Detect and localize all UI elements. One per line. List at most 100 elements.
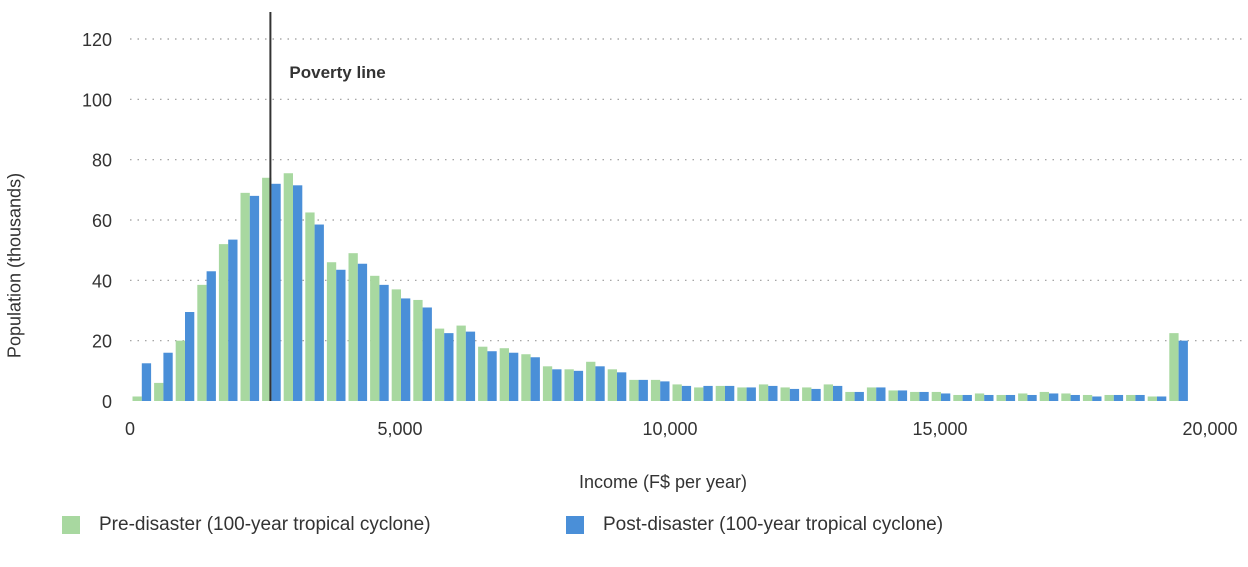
- bar-post-disaster: [185, 312, 195, 401]
- bar-post-disaster: [962, 394, 972, 401]
- bar-post-disaster: [595, 366, 605, 401]
- bar-post-disaster: [465, 331, 476, 401]
- y-tick-label: 80: [92, 151, 112, 171]
- bar-post-disaster: [833, 385, 843, 401]
- bar-pre-disaster: [1126, 394, 1136, 401]
- bar-post-disaster: [746, 387, 756, 401]
- bar-post-disaster: [487, 351, 497, 401]
- bar-pre-disaster: [1104, 394, 1114, 401]
- bar-pre-disaster: [521, 354, 531, 401]
- bar-pre-disaster: [154, 382, 164, 401]
- y-tick-label: 20: [92, 332, 112, 352]
- legend-item-pre-disaster: Pre-disaster (100-year tropical cyclone): [62, 514, 431, 536]
- bar-post-disaster: [379, 284, 389, 401]
- income-histogram-chart: 0 20 40 60 80 100 120 0 5,000 10,000 15,000 20,000…: [82, 12, 1246, 492]
- bar-pre-disaster: [931, 391, 941, 401]
- bar-series: [132, 173, 1188, 402]
- bar-post-disaster: [228, 239, 238, 401]
- y-axis-label: Population (thousands): [4, 172, 25, 359]
- y-tick-label: 40: [92, 271, 112, 291]
- x-tick-label: 0: [125, 419, 135, 439]
- bar-post-disaster: [444, 333, 454, 402]
- bar-pre-disaster: [1147, 396, 1157, 401]
- bar-pre-disaster: [974, 393, 985, 401]
- bar-pre-disaster: [478, 346, 488, 401]
- bar-pre-disaster: [694, 387, 704, 401]
- x-tick-label: 5,000: [377, 419, 422, 439]
- bar-pre-disaster: [564, 369, 574, 401]
- bar-post-disaster: [876, 387, 886, 401]
- x-axis-ticks: 0 5,000 10,000 15,000 20,000: [125, 419, 1238, 439]
- x-tick-label: 10,000: [642, 419, 697, 439]
- bar-pre-disaster: [650, 379, 661, 401]
- legend-label-post-disaster: Post-disaster (100-year tropical cyclone…: [603, 514, 944, 535]
- bar-pre-disaster: [1169, 333, 1179, 402]
- bar-pre-disaster: [305, 212, 315, 401]
- bar-post-disaster: [789, 388, 800, 401]
- bar-pre-disaster: [1018, 393, 1028, 401]
- bar-pre-disaster: [845, 391, 855, 401]
- bar-pre-disaster: [586, 361, 596, 401]
- bar-pre-disaster: [456, 325, 466, 401]
- bar-pre-disaster: [888, 390, 898, 401]
- bar-post-disaster: [1178, 340, 1188, 401]
- bar-pre-disaster: [326, 262, 337, 401]
- bar-pre-disaster: [499, 348, 509, 401]
- bar-post-disaster: [725, 385, 735, 401]
- bar-post-disaster: [660, 381, 670, 401]
- gridlines: [130, 38, 1246, 342]
- bar-post-disaster: [573, 370, 584, 401]
- bar-post-disaster: [314, 224, 324, 401]
- bar-pre-disaster: [953, 394, 963, 401]
- bar-post-disaster: [336, 269, 346, 401]
- bar-pre-disaster: [197, 284, 207, 401]
- y-tick-label: 0: [102, 392, 112, 412]
- annotations: Poverty line: [269, 12, 386, 401]
- legend: Pre-disaster (100-year tropical cyclone)…: [62, 514, 1162, 544]
- bar-post-disaster: [1092, 396, 1102, 401]
- x-tick-label: 20,000: [1182, 419, 1237, 439]
- bar-post-disaster: [1005, 394, 1016, 401]
- bar-post-disaster: [897, 390, 908, 401]
- bar-pre-disaster: [737, 387, 747, 401]
- bar-pre-disaster: [283, 173, 293, 401]
- bar-post-disaster: [854, 391, 864, 401]
- bar-pre-disaster: [866, 387, 877, 401]
- bar-post-disaster: [249, 195, 260, 401]
- legend-item-post-disaster: Post-disaster (100-year tropical cyclone…: [566, 514, 943, 536]
- bar-post-disaster: [1135, 394, 1145, 401]
- poverty-line-label: Poverty line: [289, 63, 385, 82]
- x-axis-label: Income (F$ per year): [579, 472, 747, 492]
- bar-post-disaster: [422, 307, 432, 401]
- bar-pre-disaster: [910, 391, 920, 401]
- bar-post-disaster: [703, 385, 713, 401]
- bar-pre-disaster: [413, 299, 423, 401]
- bar-pre-disaster: [391, 289, 401, 401]
- bar-pre-disaster: [1061, 393, 1071, 401]
- bar-pre-disaster: [823, 384, 833, 401]
- bar-post-disaster: [1049, 393, 1059, 401]
- bar-post-disaster: [768, 385, 778, 401]
- y-axis-ticks: 0 20 40 60 80 100 120: [82, 30, 112, 412]
- bar-post-disaster: [941, 393, 951, 401]
- bar-pre-disaster: [1082, 394, 1093, 401]
- bar-pre-disaster: [802, 387, 812, 401]
- bar-pre-disaster: [132, 396, 142, 401]
- bar-pre-disaster: [240, 192, 250, 401]
- bar-post-disaster: [617, 372, 627, 401]
- bar-post-disaster: [1157, 396, 1167, 401]
- bar-pre-disaster: [672, 384, 682, 401]
- bar-pre-disaster: [175, 340, 185, 401]
- bar-post-disaster: [919, 391, 929, 401]
- x-tick-label: 15,000: [912, 419, 967, 439]
- bar-pre-disaster: [370, 275, 380, 401]
- bar-pre-disaster: [542, 366, 553, 401]
- bar-pre-disaster: [262, 177, 272, 401]
- bar-post-disaster: [509, 352, 519, 401]
- bar-post-disaster: [811, 388, 821, 401]
- bar-pre-disaster: [218, 244, 229, 401]
- bar-post-disaster: [401, 298, 411, 401]
- bar-post-disaster: [163, 352, 173, 401]
- bar-post-disaster: [141, 363, 152, 401]
- bar-pre-disaster: [434, 328, 445, 401]
